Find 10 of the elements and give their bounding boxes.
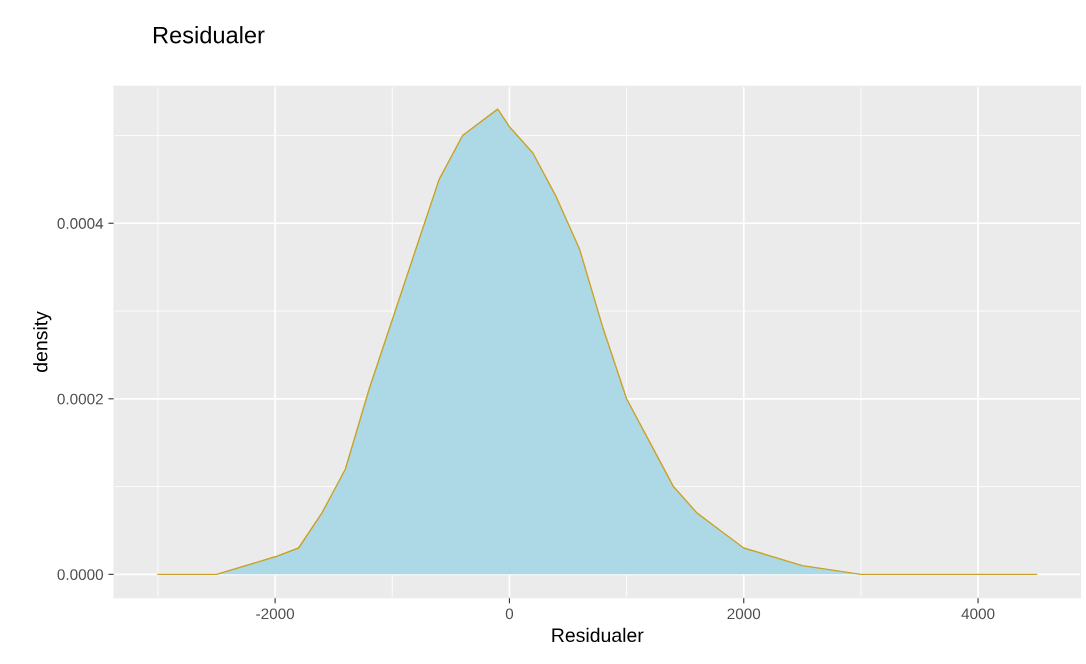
y-tick-label: 0.0002 xyxy=(57,393,103,405)
chart-title: Residualer xyxy=(153,26,265,44)
y-axis-title: density xyxy=(33,311,52,372)
y-tick-label: 0.0000 xyxy=(57,569,104,581)
x-tick-label: 2000 xyxy=(727,608,761,620)
x-axis-title: Residualer xyxy=(552,627,644,643)
x-tick-label: 4000 xyxy=(961,608,995,620)
x-tick-label: 0 xyxy=(505,608,514,620)
x-tick-label: -2000 xyxy=(256,608,295,620)
y-tick-label: 0.0004 xyxy=(57,218,104,229)
